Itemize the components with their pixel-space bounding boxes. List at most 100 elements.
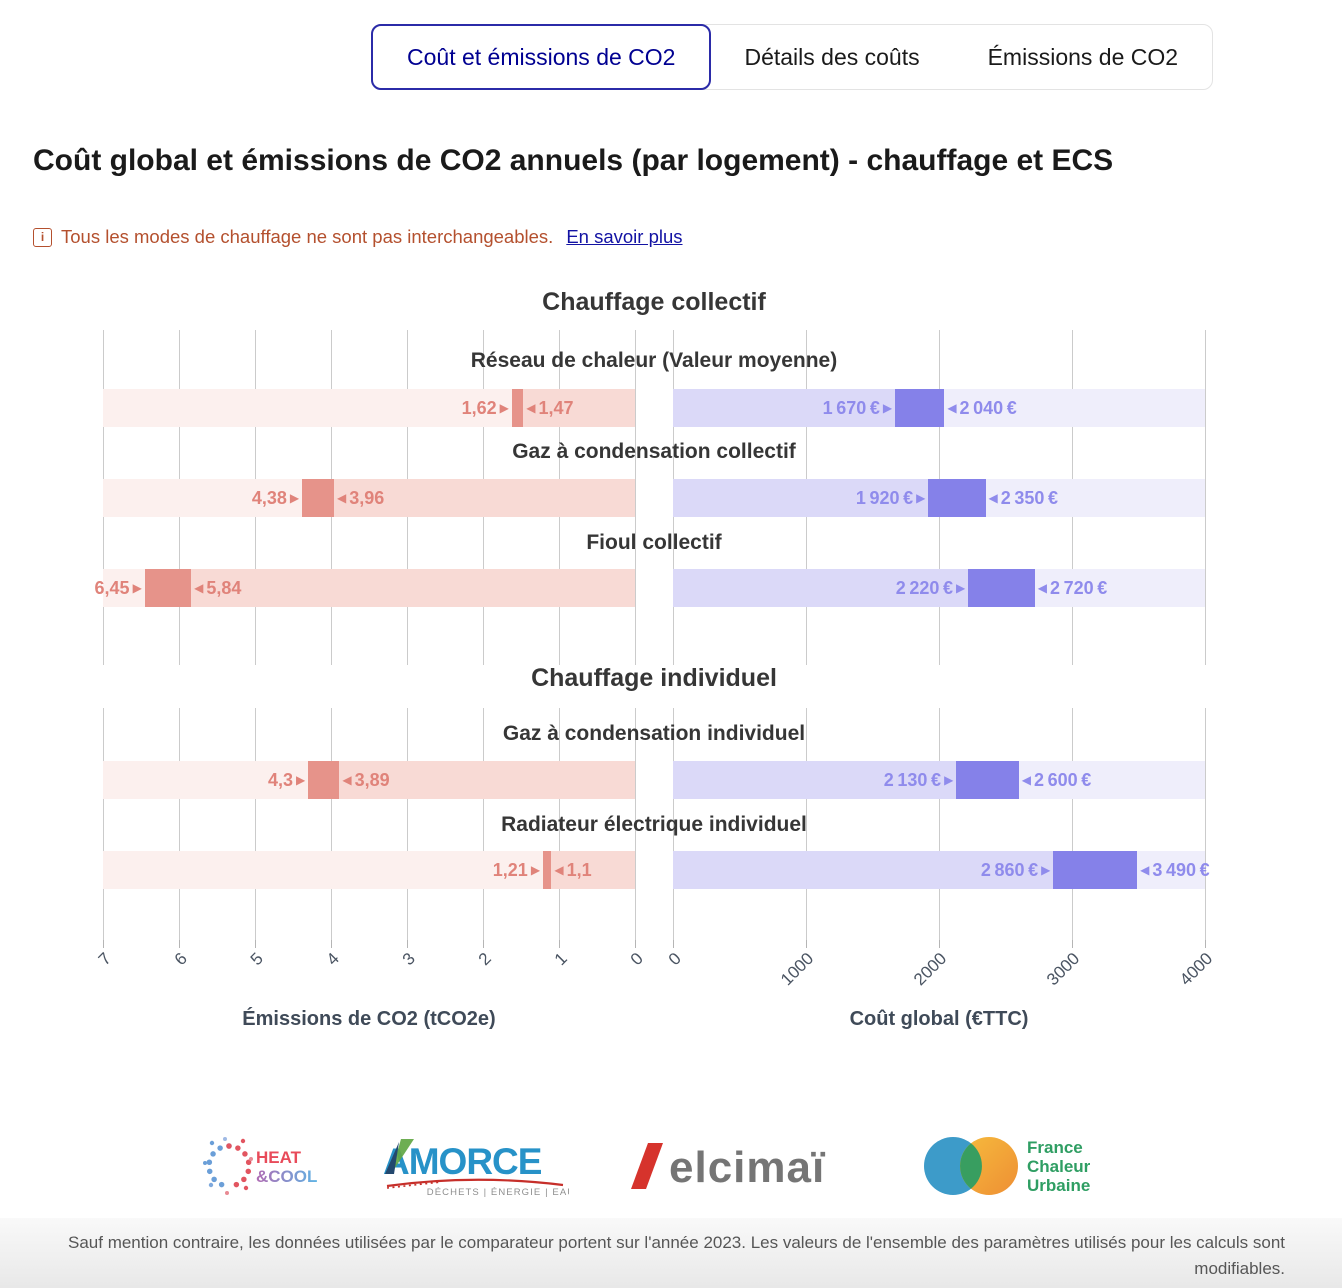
- axis-tick-label: 1000: [777, 949, 818, 990]
- cost-track-inner: [673, 761, 957, 799]
- axis-tick: [635, 940, 636, 948]
- axis-tick: [331, 940, 332, 948]
- gridline: [179, 708, 180, 940]
- amorce-green-accent: [391, 1139, 414, 1174]
- co2-range-bar: [144, 569, 192, 607]
- cost-track-outer: [1018, 761, 1205, 799]
- heatcool-line2: &COOL: [256, 1167, 317, 1186]
- cost-high-label: ◀ 2 350 €: [988, 487, 1059, 508]
- footnote-text: Sauf mention contraire, les données util…: [68, 1233, 1285, 1279]
- arrow-left-icon: ◀: [342, 773, 352, 787]
- learn-more-link[interactable]: En savoir plus: [566, 226, 683, 247]
- chart: 7 6 5 4 3 2 1 0 Émissions de CO2 (tCO2e) 0 1000 200…: [94, 288, 1216, 1030]
- co2-low-label: ◀ 3,89: [342, 769, 390, 790]
- co2-track-inner: [339, 761, 635, 799]
- axis-tick-label: 4: [322, 949, 343, 970]
- elcimai-slash: [631, 1143, 663, 1189]
- cost-low-label: 2 860 € ▶: [980, 859, 1051, 880]
- tab-details-des-couts[interactable]: Détails des coûts: [710, 25, 953, 89]
- axis-tick: [673, 940, 674, 948]
- footnote: Sauf mention contraire, les données util…: [0, 1218, 1342, 1288]
- axis-title: Coût global (€TTC): [849, 1008, 1029, 1030]
- gridline: [673, 708, 674, 940]
- row-label: Fioul collectif: [586, 531, 722, 554]
- notice: i Tous les modes de chauffage ne sont pa…: [33, 226, 683, 248]
- cost-track-outer: [1137, 851, 1205, 889]
- cost-track-inner: [673, 479, 929, 517]
- cost-low-label: 1 670 € ▶: [822, 397, 893, 418]
- amorce-wordmark: AMORCE: [383, 1141, 542, 1182]
- axis-tick-label: 0: [626, 949, 647, 970]
- co2-high-label: 6,45 ▶: [94, 577, 142, 598]
- cost-range-bar: [895, 389, 945, 427]
- co2-track-outer: [103, 851, 544, 889]
- co2-track-inner: [523, 389, 635, 427]
- cost-track-outer: [944, 389, 1205, 427]
- elcimai-wordmark: elcimaï: [669, 1143, 826, 1192]
- arrow-left-icon: ◀: [1140, 863, 1150, 877]
- arrow-right-icon: ▶: [132, 581, 142, 595]
- cost-range-bar: [968, 569, 1035, 607]
- page-title: Coût global et émissions de CO2 annuels …: [33, 144, 1114, 177]
- arrow-right-icon: ▶: [295, 773, 306, 787]
- arrow-left-icon: ◀: [194, 581, 204, 595]
- axis-tick-label: 1: [550, 949, 571, 970]
- co2-low-label: ◀ 5,84: [194, 577, 242, 598]
- tab-cout-et-emissions-de-co2[interactable]: Coût et émissions de CO2: [371, 24, 712, 90]
- co2-track-outer: [103, 389, 512, 427]
- cost-track-inner: [673, 569, 969, 607]
- co2-range-bar: [511, 389, 524, 427]
- axis-tick: [939, 940, 940, 948]
- co2-low-label: ◀ 1,1: [554, 859, 592, 880]
- cost-low-label: 2 220 € ▶: [895, 577, 966, 598]
- info-icon: i: [33, 227, 52, 247]
- section-title: Chauffage individuel: [531, 664, 777, 692]
- arrow-right-icon: ▶: [882, 401, 893, 415]
- cost-track-outer: [985, 479, 1205, 517]
- arrow-left-icon: ◀: [1021, 773, 1032, 787]
- cost-high-label: ◀ 2 040 €: [947, 397, 1017, 418]
- axis-tick: [1205, 940, 1206, 948]
- cost-low-label: 1 920 € ▶: [855, 487, 926, 508]
- arrow-right-icon: ▶: [499, 401, 509, 415]
- cost-range-bar: [956, 761, 1019, 799]
- france-chaleur-urbaine-logo: France Chaleur Urbaine: [924, 1137, 1095, 1195]
- gridline: [1205, 708, 1206, 940]
- gridline: [331, 708, 332, 940]
- axis-tick: [806, 940, 807, 948]
- co2-track-inner: [191, 569, 635, 607]
- row-label: Radiateur électrique individuel: [501, 813, 807, 836]
- axis-tick-label: 3: [398, 949, 419, 970]
- cost-range-bar: [928, 479, 986, 517]
- tab-emissions-de-co2[interactable]: Émissions de CO2: [954, 25, 1212, 89]
- row-label: Réseau de chaleur (Valeur moyenne): [470, 349, 838, 372]
- cost-high-label: ◀ 3 490 €: [1140, 859, 1210, 880]
- axis-tick-label: 3000: [1043, 949, 1084, 990]
- axis-title: Émissions de CO2 (tCO2e): [242, 1008, 496, 1030]
- arrow-left-icon: ◀: [947, 401, 957, 415]
- tab-bar: Coût et émissions de CO2 Détails des coût…: [371, 24, 1214, 90]
- arrow-left-icon: ◀: [337, 491, 347, 505]
- axis-tick: [179, 940, 180, 948]
- axis-tick-label: 2000: [910, 949, 951, 990]
- amorce-tagline: DÉCHETS | ÉNERGIE | EAU: [427, 1187, 569, 1198]
- axis-tick: [407, 940, 408, 948]
- gridline: [939, 708, 940, 940]
- gridline: [255, 708, 256, 940]
- row-label: Gaz à condensation individuel: [502, 722, 806, 745]
- arrow-right-icon: ▶: [1041, 863, 1051, 877]
- arrow-left-icon: ◀: [554, 863, 564, 877]
- arrow-left-icon: ◀: [1037, 581, 1047, 595]
- co2-track-outer: [103, 569, 145, 607]
- cost-track-inner: [673, 389, 896, 427]
- heat-and-cool-logo: HEAT &COOL: [203, 1137, 317, 1195]
- cost-range-bar: [1053, 851, 1138, 889]
- arrow-left-icon: ◀: [526, 401, 536, 415]
- gridline: [1205, 330, 1206, 665]
- amorce-navy-accent: [385, 1142, 399, 1174]
- fcu-wordmark: France Chaleur Urbaine: [1027, 1138, 1095, 1195]
- axis-tick-label: 6: [170, 949, 191, 970]
- axis-tick: [255, 940, 256, 948]
- co2-track-outer: [103, 761, 309, 799]
